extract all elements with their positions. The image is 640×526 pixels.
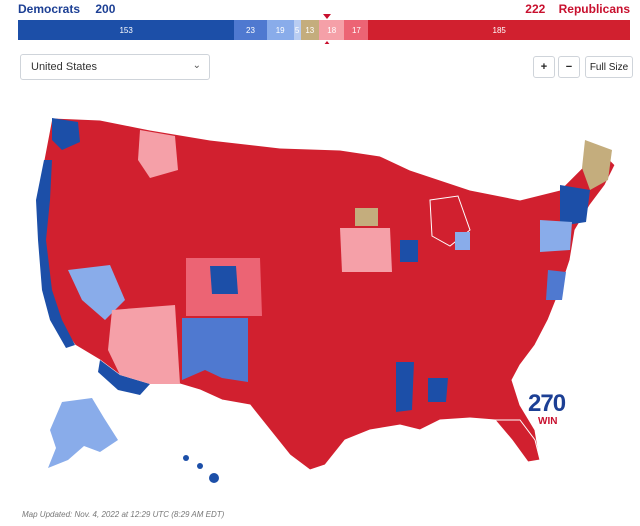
- map-region-florida[interactable]: [493, 419, 541, 463]
- map-region-arizona[interactable]: [108, 305, 180, 384]
- map-region-hawaii-3[interactable]: [209, 473, 219, 483]
- map-region-minneapolis[interactable]: [355, 208, 378, 226]
- seat-bar: 153 23 19 5 13 18 17 185: [18, 20, 630, 40]
- map-region-oregon-pink[interactable]: [138, 130, 178, 178]
- map-region-plains-pink[interactable]: [340, 228, 392, 272]
- map-region-atlanta[interactable]: [428, 378, 448, 402]
- 270towin-logo: 270 WIN: [528, 390, 574, 428]
- map-region-maine[interactable]: [582, 140, 612, 190]
- seat-segment: 19: [266, 20, 294, 40]
- map-region-hawaii-1[interactable]: [183, 455, 189, 461]
- republicans-label: Republicans: [558, 2, 630, 16]
- us-house-map[interactable]: [0, 44, 640, 510]
- full-size-button[interactable]: Full Size: [585, 56, 633, 78]
- logo-number: 270: [528, 390, 566, 417]
- map-region-nevada[interactable]: [68, 265, 125, 320]
- map-region-pacific-nw[interactable]: [52, 118, 80, 150]
- majority-marker-bottom: [323, 41, 331, 46]
- map-region-new-mexico[interactable]: [182, 318, 248, 382]
- seat-segment: 13: [300, 20, 319, 40]
- map-region-new-england[interactable]: [560, 185, 590, 226]
- map-region-west-coast[interactable]: [36, 160, 75, 348]
- seat-segment: 185: [368, 20, 630, 40]
- majority-marker-top: [323, 14, 331, 19]
- seat-segment: 5: [293, 20, 301, 40]
- republicans-count: 222: [525, 2, 546, 16]
- zoom-in-button[interactable]: +: [533, 56, 555, 78]
- region-select[interactable]: United States ⌄: [20, 54, 210, 80]
- map-region-mississippi[interactable]: [396, 362, 414, 412]
- map-region-socal[interactable]: [98, 360, 150, 395]
- seat-count-header: Democrats 200 222 Republicans 153 23 19 5 13…: [0, 0, 640, 46]
- map-updated-note: Map Updated: Nov. 4, 2022 at 12:29 UTC (…: [22, 510, 225, 519]
- logo-suffix: WIN: [538, 416, 558, 427]
- democrats-summary: Democrats 200: [18, 2, 115, 16]
- zoom-out-button[interactable]: −: [558, 56, 580, 78]
- democrats-count: 200: [95, 2, 116, 16]
- region-select-value: United States: [31, 61, 98, 73]
- seat-segment: 23: [234, 20, 267, 40]
- map-region-alaska[interactable]: [48, 398, 118, 468]
- map-region-detroit[interactable]: [455, 232, 470, 250]
- seat-segment: 153: [18, 20, 235, 40]
- seat-segment: 18: [319, 20, 345, 40]
- map-region-denver[interactable]: [210, 266, 238, 294]
- seat-segment: 17: [344, 20, 369, 40]
- chevron-down-icon: ⌄: [192, 60, 201, 71]
- republicans-summary: 222 Republicans: [525, 2, 630, 16]
- map-region-mid-atlantic[interactable]: [546, 270, 566, 300]
- democrats-label: Democrats: [18, 2, 81, 16]
- map-region-chicago[interactable]: [400, 240, 418, 262]
- map-region-northeast[interactable]: [540, 220, 572, 252]
- map-region-hawaii-2[interactable]: [197, 463, 203, 469]
